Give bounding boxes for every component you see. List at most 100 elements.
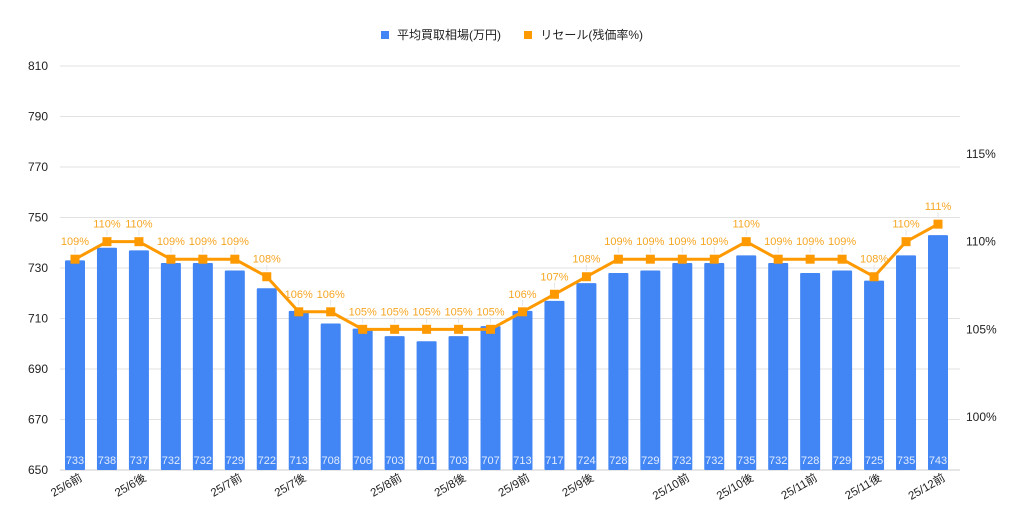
bar-value-label: 728 xyxy=(801,455,819,467)
line-marker[interactable] xyxy=(645,254,655,264)
line-marker[interactable] xyxy=(837,254,847,264)
legend-item-resale[interactable]: リセール(残価率%) xyxy=(524,26,643,43)
x-axis-tick-label: 25/8前 xyxy=(368,470,404,499)
bar-value-label: 729 xyxy=(641,455,659,467)
line-marker[interactable] xyxy=(901,237,911,247)
line-value-label: 109% xyxy=(189,236,217,248)
line-marker[interactable] xyxy=(517,307,527,317)
left-axis-tick-label: 710 xyxy=(28,312,48,326)
left-axis-tick-label: 750 xyxy=(28,211,48,225)
line-value-label: 109% xyxy=(61,236,89,248)
bar-value-label: 725 xyxy=(865,455,883,467)
bar[interactable] xyxy=(224,270,245,470)
bar[interactable] xyxy=(928,235,948,470)
line-marker[interactable] xyxy=(933,219,943,229)
bar[interactable] xyxy=(896,255,917,470)
bar-value-label: 732 xyxy=(769,455,787,467)
bar-value-label: 701 xyxy=(417,455,435,467)
bar[interactable] xyxy=(65,260,85,470)
line-value-label: 106% xyxy=(508,289,536,301)
line-value-label: 105% xyxy=(444,306,472,318)
bar-value-label: 738 xyxy=(98,455,116,467)
left-axis-tick-label: 690 xyxy=(28,362,48,376)
line-value-label: 107% xyxy=(540,271,568,283)
line-marker[interactable] xyxy=(581,272,591,282)
line-marker[interactable] xyxy=(198,254,208,264)
x-axis-tick-label: 25/9前 xyxy=(496,470,532,499)
line-marker[interactable] xyxy=(486,324,496,334)
line-marker[interactable] xyxy=(741,237,751,247)
bar[interactable] xyxy=(832,270,853,470)
x-axis-tick-label: 25/11後 xyxy=(842,470,884,502)
line-marker[interactable] xyxy=(294,307,304,317)
bar-value-label: 717 xyxy=(545,455,563,467)
legend-label-price: 平均買取相場(万円) xyxy=(396,28,501,42)
bar[interactable] xyxy=(800,273,821,470)
bar[interactable] xyxy=(640,270,661,470)
bar[interactable] xyxy=(576,283,597,470)
line-marker[interactable] xyxy=(358,324,368,334)
line-value-label: 109% xyxy=(636,236,664,248)
line-marker[interactable] xyxy=(166,254,176,264)
resale-line xyxy=(74,222,939,331)
bar[interactable] xyxy=(672,262,693,470)
line-value-label: 109% xyxy=(700,236,728,248)
x-axis-tick-label: 25/9後 xyxy=(560,470,597,499)
line-value-label: 106% xyxy=(285,289,313,301)
x-axis-tick-label: 25/7後 xyxy=(272,470,309,499)
bar-value-label: 732 xyxy=(673,455,691,467)
line-value-label: 110% xyxy=(93,219,121,231)
line-marker[interactable] xyxy=(70,254,80,264)
bar[interactable] xyxy=(448,336,469,470)
bar[interactable] xyxy=(320,323,341,470)
bar[interactable] xyxy=(416,341,437,470)
line-value-label: 110% xyxy=(125,219,153,231)
line-marker[interactable] xyxy=(454,324,464,334)
right-axis-tick-label: 100% xyxy=(966,410,997,424)
line-marker[interactable] xyxy=(102,237,112,247)
bar[interactable] xyxy=(512,310,533,470)
line-marker[interactable] xyxy=(613,254,623,264)
bar[interactable] xyxy=(768,262,789,470)
bar[interactable] xyxy=(704,262,725,470)
x-axis-tick-label: 25/12前 xyxy=(906,470,948,502)
bar[interactable] xyxy=(352,328,373,470)
line-marker[interactable] xyxy=(134,237,144,247)
line-marker[interactable] xyxy=(262,272,272,282)
line-value-label: 111% xyxy=(925,201,952,213)
line-value-label: 110% xyxy=(733,219,761,231)
line-value-label: 105% xyxy=(349,306,377,318)
bar[interactable] xyxy=(608,273,629,470)
bar[interactable] xyxy=(128,250,149,470)
line-marker[interactable] xyxy=(805,254,815,264)
bar-value-label: 737 xyxy=(130,455,148,467)
bar[interactable] xyxy=(160,262,181,470)
line-marker[interactable] xyxy=(230,254,240,264)
bar[interactable] xyxy=(384,336,405,470)
bar-value-label: 735 xyxy=(737,455,755,467)
bar[interactable] xyxy=(192,262,213,470)
bar[interactable] xyxy=(256,288,277,470)
line-marker[interactable] xyxy=(390,324,400,334)
bar[interactable] xyxy=(864,280,885,470)
line-marker[interactable] xyxy=(326,307,336,317)
left-axis-tick-label: 790 xyxy=(28,110,48,124)
line-marker[interactable] xyxy=(869,272,879,282)
bar-value-label: 729 xyxy=(833,455,851,467)
line-marker[interactable] xyxy=(773,254,783,264)
x-axis-tick-label: 25/6後 xyxy=(112,470,149,499)
legend-swatch-line-icon xyxy=(524,30,533,39)
bar[interactable] xyxy=(736,255,757,470)
bar[interactable] xyxy=(480,326,501,470)
bar[interactable] xyxy=(96,247,117,470)
bar-value-label: 713 xyxy=(290,455,308,467)
bar[interactable] xyxy=(288,310,309,470)
line-marker[interactable] xyxy=(549,289,559,299)
legend-label-resale: リセール(残価率%) xyxy=(540,28,643,42)
line-marker[interactable] xyxy=(709,254,719,264)
bar[interactable] xyxy=(544,300,565,470)
line-marker[interactable] xyxy=(422,324,432,334)
legend-item-price[interactable]: 平均買取相場(万円) xyxy=(380,26,501,43)
line-marker[interactable] xyxy=(677,254,687,264)
